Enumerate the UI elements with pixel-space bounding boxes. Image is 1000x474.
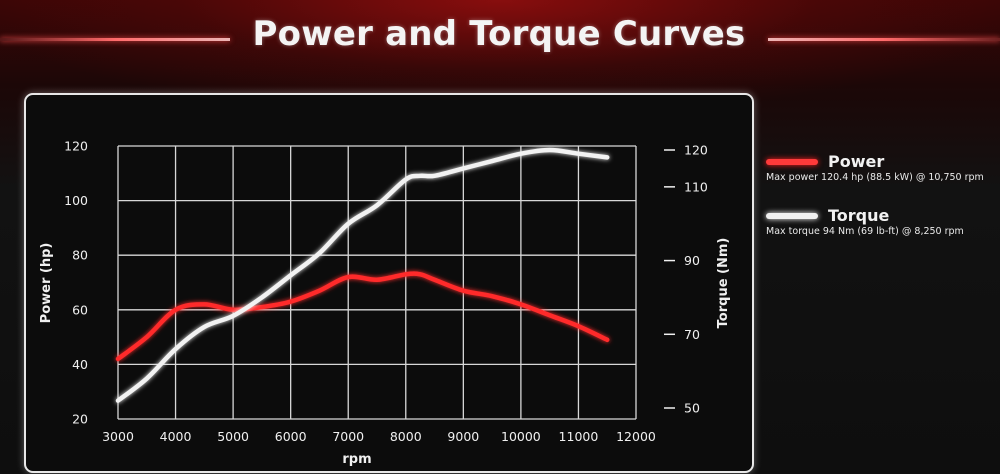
title-rule-right (768, 38, 1000, 41)
grid-lines (117, 145, 637, 420)
legend-power: Power Max power 120.4 hp (88.5 kW) @ 10,… (766, 152, 984, 183)
y-left-tick-40: 40 (72, 357, 88, 372)
x-tick-12000: 12000 (616, 429, 656, 444)
power-line (115, 271, 610, 362)
torque-line (115, 147, 610, 403)
x-tick-9000: 9000 (447, 429, 479, 444)
legend-torque-description: Max torque 94 Nm (69 lb-ft) @ 8,250 rpm (766, 226, 964, 237)
y-right-tick-90: 90 (684, 253, 700, 268)
y-left-axis-label: Power (hp) (39, 243, 54, 324)
legend-power-swatch (766, 158, 818, 165)
chart-panel (24, 93, 754, 473)
legend-power-description: Max power 120.4 hp (88.5 kW) @ 10,750 rp… (766, 172, 984, 183)
legend-torque: Torque Max torque 94 Nm (69 lb-ft) @ 8,2… (766, 206, 964, 237)
x-tick-8000: 8000 (390, 429, 422, 444)
series-lines (115, 147, 610, 403)
x-tick-11000: 11000 (559, 429, 599, 444)
y-left-tick-20: 20 (72, 412, 88, 427)
x-tick-4000: 4000 (160, 429, 192, 444)
x-tick-3000: 3000 (102, 429, 134, 444)
y-right-tick-120: 120 (684, 143, 708, 158)
legend-power-name: Power (828, 152, 885, 171)
legend-torque-swatch (766, 212, 818, 219)
x-tick-7000: 7000 (332, 429, 364, 444)
y-left-tick-80: 80 (72, 248, 88, 263)
y-left-tick-100: 100 (64, 193, 88, 208)
x-axis-label: rpm (342, 452, 371, 467)
y-left-tick-labels: 20 40 60 80 100 120 (64, 139, 88, 427)
x-tick-labels: 3000 4000 5000 6000 7000 8000 9000 10000 11000 12… (102, 429, 656, 444)
x-tick-6000: 6000 (275, 429, 307, 444)
y-right-tick-70: 70 (684, 327, 700, 342)
x-tick-10000: 10000 (501, 429, 541, 444)
y-left-tick-120: 120 (64, 139, 88, 154)
title-glow (0, 0, 1000, 110)
y-right-tick-50: 50 (684, 401, 700, 416)
y-left-tick-60: 60 (72, 302, 88, 317)
y-right-axis-label: Torque (Nm) (716, 238, 731, 329)
x-tick-5000: 5000 (217, 429, 249, 444)
y-right-tick-labels: 50 70 90 110 120 (664, 143, 708, 416)
chart-title: Power and Torque Curves (252, 14, 746, 54)
title-rule-left (0, 38, 230, 41)
y-right-tick-110: 110 (684, 179, 708, 194)
legend-torque-name: Torque (828, 206, 890, 225)
